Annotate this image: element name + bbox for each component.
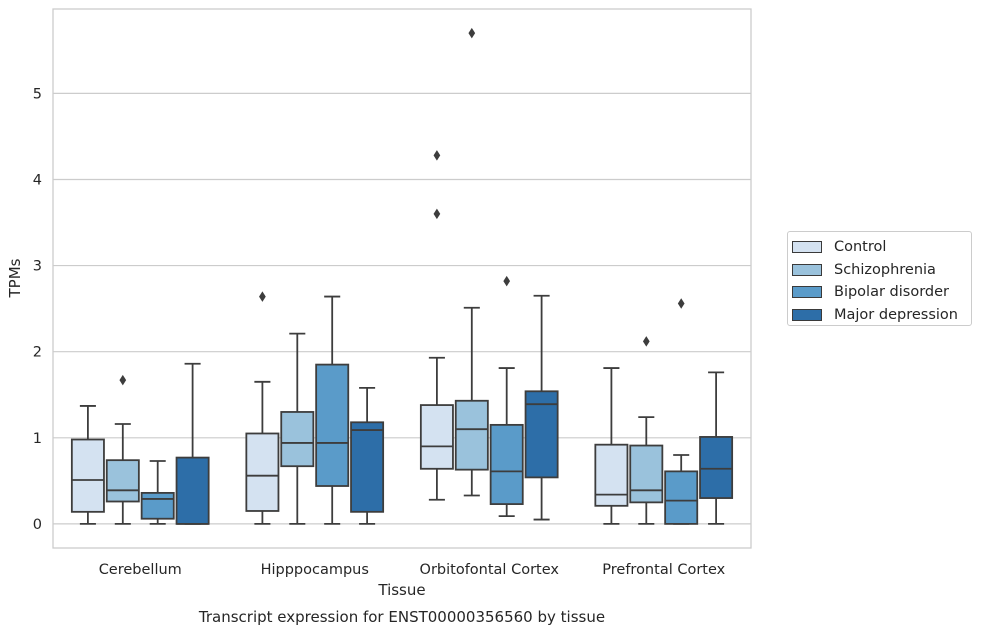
outlier: [642, 336, 650, 347]
legend: Control Schizophrenia Bipolar disorder Majo…: [787, 231, 972, 326]
box-groups: [70, 27, 734, 525]
box: [315, 363, 350, 487]
box-0-0: [70, 405, 105, 525]
legend-label: Schizophrenia: [834, 261, 936, 278]
box-3-0: [175, 362, 210, 525]
box: [454, 399, 489, 471]
box: [594, 443, 629, 507]
gridlines: [53, 92, 751, 525]
box-3-3: [699, 371, 734, 525]
legend-swatch: [792, 241, 822, 254]
box: [280, 411, 315, 468]
y-tick-label: 3: [33, 259, 42, 275]
box-3-2: [524, 294, 559, 521]
box: [699, 436, 734, 499]
box-1-3: [629, 336, 664, 525]
legend-swatch: [792, 286, 822, 299]
y-tick-label: 5: [33, 86, 42, 102]
legend-swatch: [792, 308, 822, 321]
y-tick-label: 2: [33, 345, 42, 361]
box: [419, 404, 454, 470]
outlier: [433, 208, 441, 220]
box: [350, 421, 385, 513]
box-1-2: [454, 27, 489, 497]
box-2-3: [664, 298, 699, 525]
y-tick-label: 1: [33, 431, 42, 447]
chart-caption: Transcript expression for ENST0000035656…: [198, 608, 605, 626]
box-1-0: [105, 374, 140, 525]
legend-label: Control: [834, 239, 887, 256]
x-axis-label: Tissue: [377, 581, 425, 599]
x-tick-labels: Cerebellum Hipppocampus Orbitofontal Corte…: [99, 562, 726, 578]
x-tick-label: Cerebellum: [99, 562, 182, 578]
outlier: [259, 291, 266, 302]
box: [140, 491, 175, 520]
legend-item: Bipolar disorder: [792, 281, 971, 304]
y-tick-labels: 0 1 2 3 4 5: [33, 86, 42, 533]
y-tick-label: 4: [33, 172, 42, 188]
box-1-1: [280, 332, 315, 525]
box-0-2: [419, 150, 454, 501]
box: [70, 438, 105, 513]
box: [524, 390, 559, 479]
x-tick-label: Prefrontal Cortex: [602, 562, 725, 578]
x-tick-label: Hipppocampus: [261, 562, 369, 578]
outlier: [119, 374, 127, 386]
y-axis-label: TPMs: [6, 258, 24, 298]
box-2-2: [489, 275, 524, 518]
box: [245, 432, 280, 512]
legend-swatch: [792, 263, 822, 276]
box-0-1: [245, 291, 280, 525]
outlier: [503, 275, 511, 287]
legend-label: Bipolar disorder: [834, 284, 949, 301]
legend-label: Major depression: [834, 306, 958, 323]
legend-item: Major depression: [792, 304, 971, 327]
box-2-1: [315, 295, 350, 525]
box: [105, 459, 140, 503]
box-0-3: [594, 367, 629, 525]
box: [175, 456, 210, 525]
box-3-1: [350, 386, 385, 525]
box: [629, 444, 664, 504]
box: [664, 470, 699, 525]
legend-item: Schizophrenia: [792, 259, 971, 282]
legend-item: Control: [792, 236, 971, 259]
outlier: [468, 27, 476, 39]
outlier: [677, 298, 685, 309]
box-2-0: [140, 460, 175, 525]
outlier: [433, 150, 441, 161]
box: [489, 423, 524, 505]
x-tick-label: Orbitofontal Cortex: [420, 562, 560, 578]
y-tick-label: 0: [33, 517, 42, 533]
